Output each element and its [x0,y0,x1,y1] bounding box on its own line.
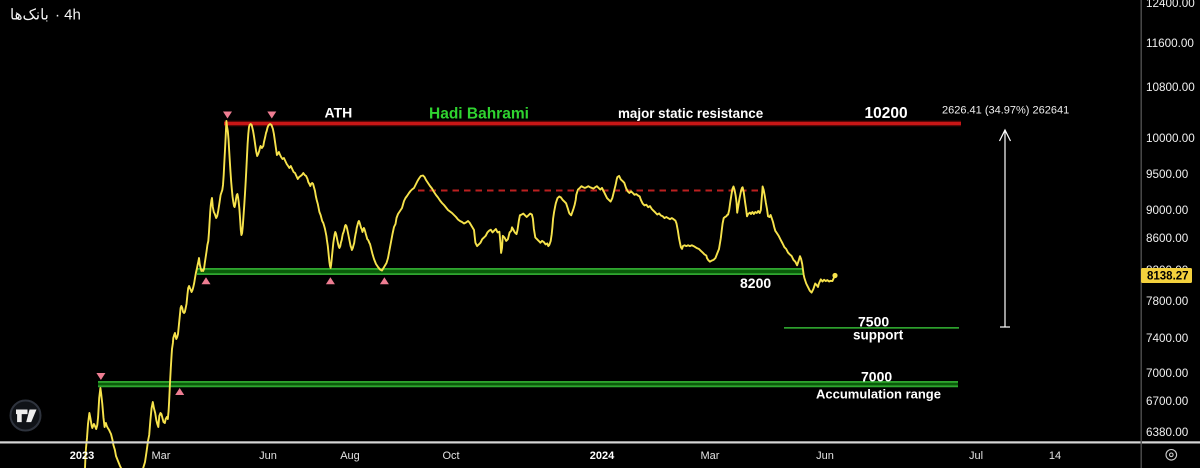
svg-text:14: 14 [1049,450,1061,462]
svg-text:Hadi Bahrami: Hadi Bahrami [429,106,529,123]
svg-text:بانک‌ها: بانک‌ها [10,7,49,24]
svg-text:2024: 2024 [590,450,615,462]
svg-text:Oct: Oct [442,450,459,462]
svg-text:9500.00: 9500.00 [1146,168,1189,181]
svg-text:7400.00: 7400.00 [1146,332,1189,345]
svg-text:· 4h: · 4h [55,7,81,24]
svg-text:12400.00: 12400.00 [1146,0,1195,10]
svg-text:Jul: Jul [969,450,983,462]
svg-text:7500: 7500 [858,313,889,329]
svg-text:7800.00: 7800.00 [1146,295,1189,308]
svg-text:8200: 8200 [740,275,771,291]
svg-text:10200: 10200 [865,105,908,122]
svg-text:7000.00: 7000.00 [1146,367,1189,380]
svg-text:Jun: Jun [259,450,277,462]
svg-text:10000.00: 10000.00 [1146,132,1195,145]
svg-text:Jun: Jun [816,450,834,462]
svg-text:6700.00: 6700.00 [1146,395,1189,408]
svg-text:6380.00: 6380.00 [1146,426,1189,439]
svg-text:Accumulation range: Accumulation range [816,387,941,402]
svg-text:10800.00: 10800.00 [1146,81,1195,94]
svg-text:11600.00: 11600.00 [1146,37,1194,50]
svg-text:Mar: Mar [701,450,720,462]
svg-text:8138.27: 8138.27 [1147,271,1189,283]
svg-text:major static resistance: major static resistance [618,106,763,121]
svg-text:ATH: ATH [325,105,353,121]
svg-text:2023: 2023 [70,450,94,462]
svg-text:8600.00: 8600.00 [1146,232,1189,245]
svg-text:support: support [853,328,904,343]
svg-text:2626.41 (34.97%) 262641: 2626.41 (34.97%) 262641 [942,105,1069,117]
svg-text:Aug: Aug [340,450,360,462]
svg-text:7000: 7000 [861,369,892,385]
svg-text:9000.00: 9000.00 [1146,204,1189,217]
svg-text:Mar: Mar [152,450,171,462]
